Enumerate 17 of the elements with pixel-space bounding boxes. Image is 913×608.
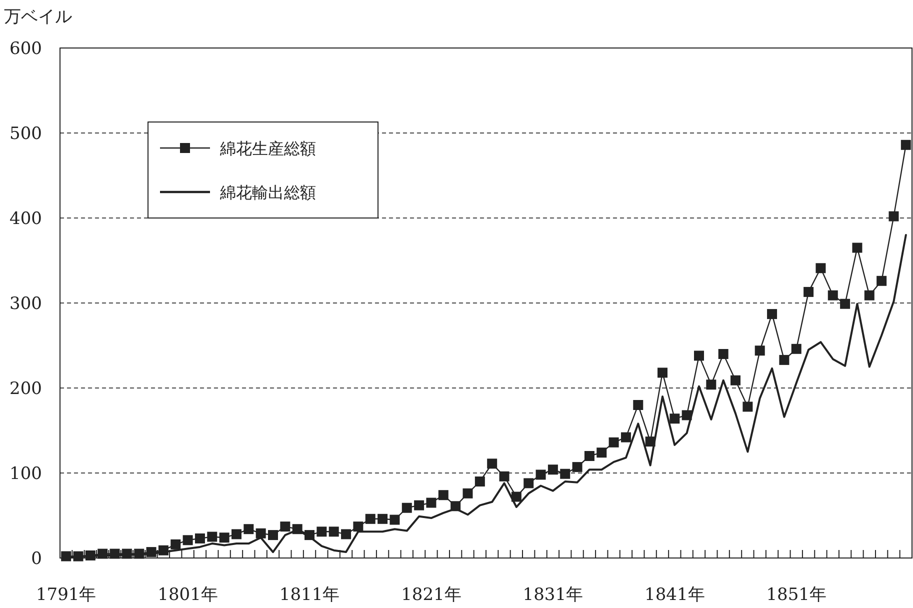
- legend-label: 綿花生産総額: [219, 139, 316, 158]
- x-tick-label: 1791年: [36, 585, 96, 605]
- legend-label: 綿花輸出総額: [219, 183, 316, 202]
- x-tick-label: 1851年: [766, 585, 827, 605]
- x-tick-label: 1811年: [279, 585, 340, 605]
- y-tick-label: 200: [10, 379, 42, 399]
- x-tick-label: 1831年: [522, 585, 584, 605]
- y-tick-label: 100: [10, 464, 42, 484]
- x-tick-label: 1801年: [158, 585, 218, 605]
- y-tick-label: 500: [10, 124, 42, 144]
- x-tick-label: 1841年: [644, 585, 705, 605]
- y-axis-title: 万ベイル: [4, 7, 72, 27]
- x-tick-label: 1821年: [401, 585, 462, 605]
- y-tick-label: 400: [10, 209, 42, 229]
- y-tick-label: 600: [10, 39, 42, 59]
- y-tick-label: 0: [31, 549, 42, 569]
- y-tick-label: 300: [10, 294, 42, 314]
